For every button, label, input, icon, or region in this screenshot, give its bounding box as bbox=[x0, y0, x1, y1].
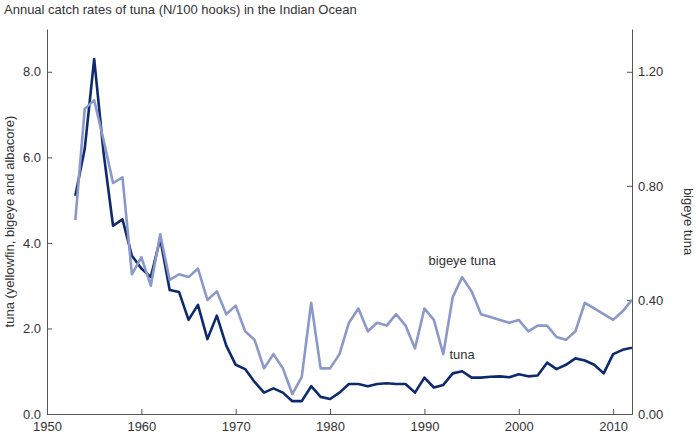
tick-mark bbox=[47, 72, 52, 73]
tick-mark bbox=[613, 409, 614, 414]
tick-label: 0.80 bbox=[638, 179, 663, 194]
tick: 0.00 bbox=[627, 407, 663, 422]
axis-line bbox=[47, 30, 48, 415]
title: Annual catch rates of tuna (N/100 hooks)… bbox=[4, 2, 357, 17]
tick-label: 2000 bbox=[505, 419, 534, 434]
tick: 1990 bbox=[410, 409, 439, 434]
tick-label: 6.0 bbox=[23, 150, 41, 165]
tick-label: 1970 bbox=[222, 419, 251, 434]
tick: 2000 bbox=[505, 409, 534, 434]
y-axis: 0.0 2.0 4.0 6.0 8.0 bbox=[23, 30, 52, 422]
tick: 0.80 bbox=[627, 179, 663, 194]
tick-label: 1980 bbox=[316, 419, 345, 434]
tick-label: 8.0 bbox=[23, 64, 41, 79]
tick: 1.20 bbox=[627, 64, 663, 79]
tick: 0.0 bbox=[23, 407, 52, 422]
tick-mark bbox=[519, 409, 520, 414]
tick: 1980 bbox=[316, 409, 345, 434]
tick-label: 2.0 bbox=[23, 321, 41, 336]
series-label: tuna bbox=[450, 347, 476, 362]
tick-label: 0.40 bbox=[638, 293, 663, 308]
tick-label: 1990 bbox=[410, 419, 439, 434]
tick: 2.0 bbox=[23, 321, 52, 336]
tick-mark bbox=[47, 243, 52, 244]
plot-area: 19501960197019801990200020100.02.04.06.0… bbox=[23, 30, 663, 435]
axis-line bbox=[48, 414, 633, 415]
x-axis: 1950196019701980199020002010 bbox=[33, 409, 632, 434]
tick: 0.40 bbox=[627, 293, 663, 308]
tick-mark bbox=[424, 409, 425, 414]
series-line bbox=[75, 59, 632, 401]
tick-label: 0.00 bbox=[638, 407, 663, 422]
tick-label: 2010 bbox=[599, 419, 628, 434]
y2-axis-title: bigeye tuna bbox=[681, 188, 696, 256]
tick-label: 0.0 bbox=[23, 407, 41, 422]
tick: 1960 bbox=[127, 409, 156, 434]
axis-line bbox=[632, 30, 633, 415]
tick: 6.0 bbox=[23, 150, 52, 165]
tick-label: 4.0 bbox=[23, 236, 41, 251]
tick: 1970 bbox=[222, 409, 251, 434]
tick-mark bbox=[47, 414, 52, 415]
tick-mark bbox=[236, 409, 237, 414]
chart: 19501960197019801990200020100.02.04.06.0… bbox=[0, 0, 696, 440]
tick-mark bbox=[627, 186, 632, 187]
series-label: bigeye tuna bbox=[429, 253, 497, 268]
series-line bbox=[75, 100, 632, 394]
tick-mark bbox=[330, 409, 331, 414]
lines bbox=[75, 59, 632, 401]
tick-mark bbox=[627, 414, 632, 415]
tick-mark bbox=[627, 72, 632, 73]
tick-label: 1.20 bbox=[638, 64, 663, 79]
tick-label: 1960 bbox=[127, 419, 156, 434]
tick-mark bbox=[141, 409, 142, 414]
tick: 8.0 bbox=[23, 64, 52, 79]
y-axis-title: tuna (yellowfin, bigeye and albacore) bbox=[2, 116, 17, 328]
tick-mark bbox=[47, 157, 52, 158]
tick-mark bbox=[47, 328, 52, 329]
tick: 4.0 bbox=[23, 236, 52, 251]
y2-axis: 0.00 0.40 0.80 1.20 bbox=[627, 30, 663, 422]
tick: 2010 bbox=[599, 409, 628, 434]
